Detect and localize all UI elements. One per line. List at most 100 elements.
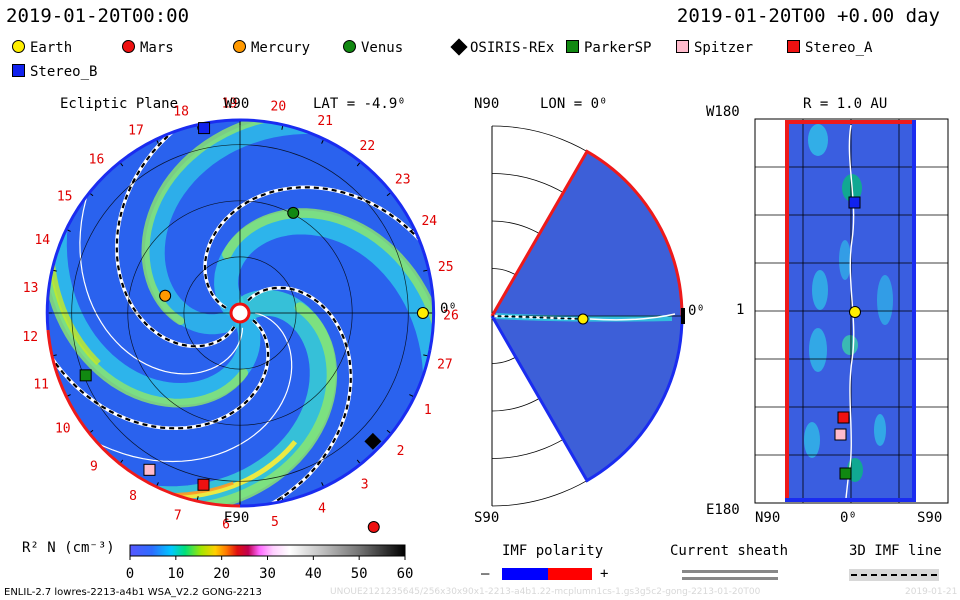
venus-marker <box>287 206 300 219</box>
colorbar-tick-label: 0 <box>126 566 134 582</box>
legend-label: Stereo_B <box>30 64 98 80</box>
imf-minus: – <box>481 566 490 582</box>
legend-item-spitzer: Spitzer <box>676 40 753 56</box>
earth-marker <box>416 307 429 319</box>
imf-plus: + <box>600 566 609 582</box>
colorbar-tick-label: 60 <box>397 566 414 582</box>
longitude-number: 12 <box>22 330 38 345</box>
ecliptic-right-label: 0⁰ <box>440 301 457 317</box>
square-icon <box>787 40 800 53</box>
square-icon <box>12 64 25 77</box>
longitude-number: 2 <box>397 444 405 459</box>
longitude-number: 23 <box>395 173 411 188</box>
colorbar-tick-label: 50 <box>351 566 368 582</box>
stereo-a-marker-radial <box>837 411 850 424</box>
longitude-number: 1 <box>424 403 432 418</box>
square-icon <box>676 40 689 53</box>
imf-line-title: 3D IMF line <box>849 543 942 559</box>
longitude-number: 3 <box>361 477 369 492</box>
imf-polarity-title: IMF polarity <box>502 543 604 559</box>
legend-label: Earth <box>30 40 73 56</box>
footer-model: ENLIL-2.7 lowres-2213-a4b1 WSA_V2.2 GONG… <box>4 587 262 598</box>
density-blob-3 <box>809 328 827 372</box>
longitude-number: 27 <box>437 357 453 372</box>
legend-item-parkersp: ParkerSP <box>566 40 651 56</box>
ecliptic-lat: LAT = -4.9⁰ <box>313 96 406 112</box>
legend-label: ParkerSP <box>584 40 652 56</box>
density-blob-9 <box>877 275 893 325</box>
radial-title: R = 1.0 AU <box>803 96 888 112</box>
earth-marker-radial <box>849 306 861 318</box>
current-sheath-title: Current sheath <box>670 543 789 559</box>
longitude-number: 21 <box>317 114 333 129</box>
stereo-b-marker <box>198 122 211 135</box>
square-icon <box>566 40 579 53</box>
earth-marker-meridional <box>577 313 589 325</box>
legend-item-stereo-a: Stereo_A <box>787 40 872 56</box>
radial-bottom-left: E180 <box>706 502 740 518</box>
longitude-number: 14 <box>34 233 50 248</box>
meridional-right-label: 0⁰ <box>688 303 705 319</box>
longitude-number: 15 <box>57 190 73 205</box>
longitude-number: 9 <box>90 459 98 474</box>
longitude-number: 16 <box>89 152 105 167</box>
spitzer-marker <box>143 463 156 476</box>
density-arm-1 <box>214 210 433 458</box>
longitude-number: 8 <box>129 489 137 504</box>
colorbar-tick-label: 30 <box>259 566 276 582</box>
legend-item-osiris-rex: OSIRIS-REx <box>450 38 554 56</box>
legend-label: Mercury <box>251 40 311 56</box>
colorbar-tick-label: 10 <box>167 566 184 582</box>
longitude-number: 17 <box>128 123 144 138</box>
parkersp-marker <box>79 369 92 382</box>
radial-top-left: W180 <box>706 104 740 120</box>
date-left: 2019-01-20T00:00 <box>6 5 190 27</box>
colorbar-tick-label: 20 <box>213 566 230 582</box>
circle-icon <box>122 40 135 53</box>
ecliptic-plane-panel: 19 20212223242526271234567891011121314151… <box>22 96 459 534</box>
longitude-number: 5 <box>271 515 279 530</box>
longitude-number: 24 <box>421 214 437 229</box>
imf-polarity-positive <box>548 568 592 580</box>
legend-label: Stereo_A <box>805 40 873 56</box>
density-blob-1 <box>808 124 828 156</box>
legend-item-earth: Earth <box>12 40 72 56</box>
legend-label: Venus <box>361 40 404 56</box>
ecliptic-bodies <box>79 122 429 534</box>
colorbar-ticks: 0 10 20 30 40 50 60 <box>126 556 414 582</box>
meridional-lon: LON = 0⁰ <box>540 96 608 112</box>
longitude-number: 11 <box>33 378 49 393</box>
radial-panel <box>754 118 949 504</box>
ecliptic-title: Ecliptic Plane <box>60 96 179 112</box>
radial-mid-left: 1 <box>736 302 745 318</box>
meridional-top-label: N90 <box>474 96 500 112</box>
longitude-number: 13 <box>23 281 39 296</box>
density-blob-2 <box>812 270 828 310</box>
colorbar-label: R² N (cm⁻³) <box>22 540 115 556</box>
osiris-rex-marker <box>364 432 382 450</box>
legend-item-venus: Venus <box>343 40 403 56</box>
longitude-number: 26 <box>443 309 459 324</box>
longitude-number: 4 <box>318 501 326 516</box>
density-blob-10 <box>874 414 886 446</box>
imf-polarity-negative <box>502 568 548 580</box>
parkersp-marker-radial <box>839 467 852 480</box>
boundary-blue <box>239 118 436 351</box>
longitude-number: 22 <box>360 139 376 154</box>
longitude-number: 25 <box>438 260 454 275</box>
stereo-b-marker-radial <box>848 196 861 209</box>
longitude-number: 19 <box>222 96 238 111</box>
radial-x-left: N90 <box>755 510 781 526</box>
density-blob-4 <box>804 422 820 458</box>
footer-run: UNOUE2121235645/256x30x90x1-2213-a4b1.22… <box>330 587 761 597</box>
colorbar <box>129 544 406 557</box>
ecliptic-bottom-label: E90 <box>224 510 250 526</box>
legend-label: Mars <box>140 40 174 56</box>
longitude-number: 6 <box>222 518 230 533</box>
spitzer-marker-radial <box>834 428 847 441</box>
density-blob-6 <box>842 335 858 355</box>
legend-label: Spitzer <box>694 40 754 56</box>
footer-date: 2019-01-21 <box>905 587 958 597</box>
longitude-number: 7 <box>174 509 182 524</box>
